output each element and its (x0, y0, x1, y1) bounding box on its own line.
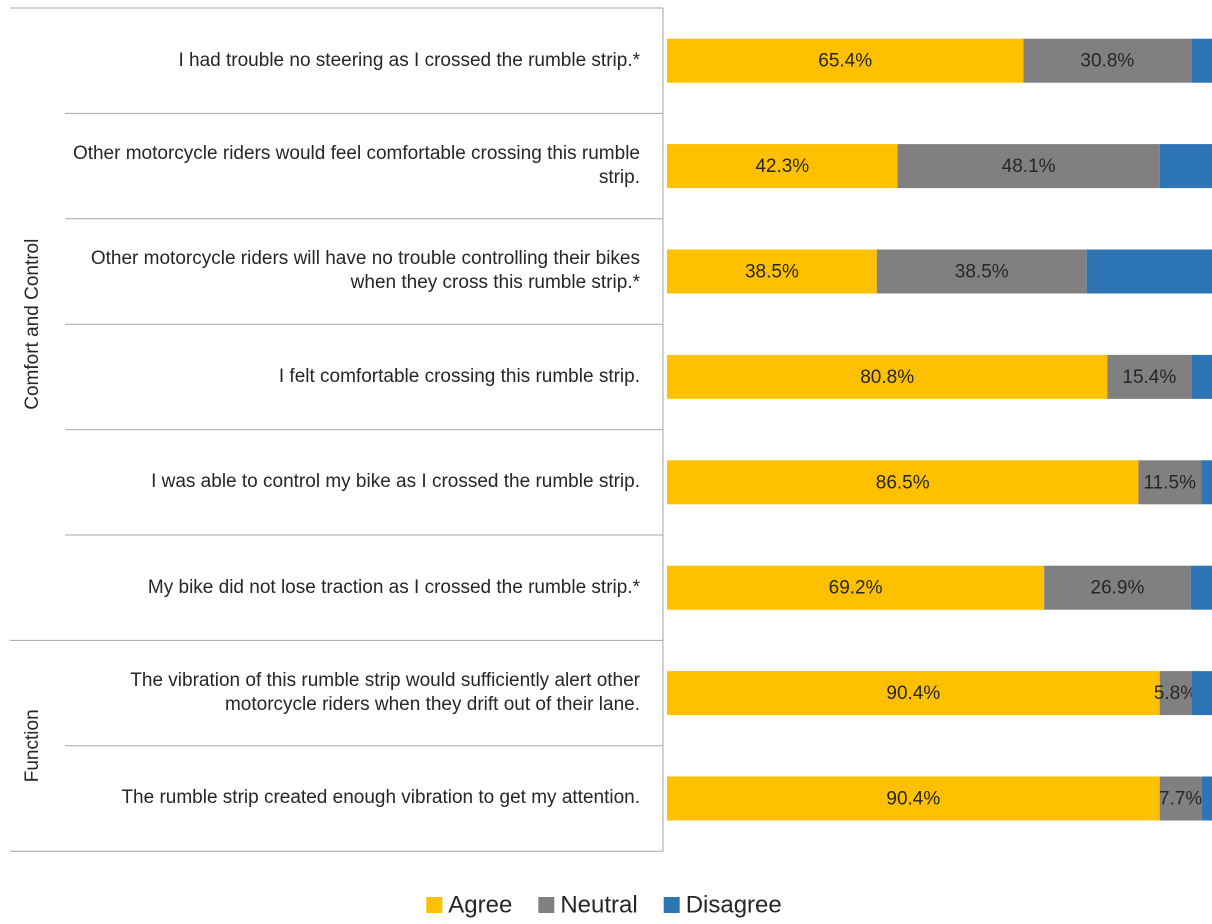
category-text: My bike did not lose traction as I cross… (147, 576, 640, 598)
data-label: 69.2% (829, 578, 883, 599)
category-label: I was able to control my bike as I cross… (68, 430, 640, 535)
bar-segment (1190, 565, 1212, 610)
data-label: 5.8% (1154, 683, 1197, 704)
data-label: 38.5% (745, 262, 799, 283)
data-label: 42.3% (755, 156, 809, 177)
bar-segment (1086, 249, 1212, 294)
bar-segment (1138, 460, 1202, 505)
bar-segment (1159, 144, 1212, 189)
data-label: 7.7% (1159, 789, 1202, 810)
bar-segment (667, 671, 1160, 716)
bar-segment (667, 565, 1045, 610)
data-label: 11.5% (1144, 472, 1197, 493)
bar-segment (876, 249, 1087, 294)
legend-label: Neutral (560, 891, 637, 918)
bar-segment (1201, 776, 1212, 821)
category-text: Other motorcycle riders will have no tro… (90, 248, 640, 294)
bar-segment (667, 354, 1108, 399)
bar-segment (1201, 460, 1212, 505)
legend-item: Neutral (538, 891, 638, 918)
bar-segment (1044, 565, 1191, 610)
bar-segment (1191, 38, 1212, 83)
bar-segment (667, 776, 1160, 821)
category-text: I was able to control my bike as I cross… (151, 471, 640, 493)
bar-segment (1023, 38, 1192, 83)
category-label: The vibration of this rumble strip would… (68, 640, 640, 745)
group-label: Comfort and Control (22, 239, 43, 410)
bar-segment (1107, 354, 1192, 399)
data-label: 65.4% (818, 51, 872, 72)
category-text: The vibration of this rumble strip would… (130, 670, 640, 716)
data-label: 15.4% (1122, 367, 1176, 388)
legend-swatch (538, 897, 555, 913)
data-label: 38.5% (955, 262, 1009, 283)
data-label: 90.4% (886, 683, 940, 704)
category-text: The rumble strip created enough vibratio… (121, 787, 640, 809)
data-label: 48.1% (1002, 156, 1056, 177)
category-label: Other motorcycle riders will have no tro… (68, 219, 640, 324)
data-label: 26.9% (1091, 578, 1145, 599)
category-label: I had trouble no steering as I crossed t… (68, 8, 640, 113)
legend-swatch (426, 897, 443, 913)
data-label: 90.4% (886, 789, 940, 810)
legend-item: Agree (426, 891, 512, 918)
group-label: Function (22, 709, 43, 782)
bar-segment (1159, 671, 1192, 716)
bar-segment (667, 249, 877, 294)
bar-segment (1191, 671, 1212, 716)
data-label: 86.5% (876, 472, 930, 493)
bar-segment (1159, 776, 1202, 821)
category-text: Other motorcycle riders would feel comfo… (72, 143, 640, 189)
bar-segment (667, 38, 1024, 83)
bar-segment (667, 144, 898, 189)
bar-segment (667, 460, 1139, 505)
legend-item: Disagree (663, 891, 782, 918)
category-label: My bike did not lose traction as I cross… (68, 535, 640, 640)
category-label: The rumble strip created enough vibratio… (68, 746, 640, 851)
category-label: Other motorcycle riders would feel comfo… (68, 113, 640, 218)
legend-swatch (663, 897, 680, 913)
data-label: 80.8% (860, 367, 914, 388)
bar-segment (1191, 354, 1212, 399)
legend-label: Disagree (686, 891, 782, 918)
category-text: I felt comfortable crossing this rumble … (278, 365, 640, 387)
category-label: I felt comfortable crossing this rumble … (68, 324, 640, 429)
legend-label: Agree (448, 891, 512, 918)
category-text: I had trouble no steering as I crossed t… (178, 49, 640, 71)
bar-segment (897, 144, 1160, 189)
data-label: 30.8% (1080, 51, 1134, 72)
